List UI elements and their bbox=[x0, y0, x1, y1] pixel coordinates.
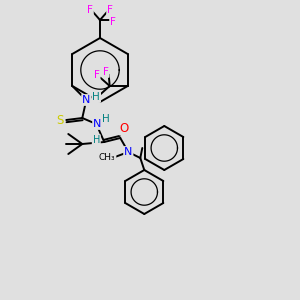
Text: F: F bbox=[87, 5, 93, 15]
Text: CH₃: CH₃ bbox=[99, 154, 116, 163]
Text: O: O bbox=[120, 122, 129, 134]
Text: H: H bbox=[102, 114, 110, 124]
Text: H: H bbox=[92, 92, 100, 102]
Text: F: F bbox=[103, 67, 109, 77]
Text: F: F bbox=[107, 5, 113, 15]
Text: N: N bbox=[93, 119, 101, 129]
Text: N: N bbox=[82, 95, 91, 105]
Text: F: F bbox=[94, 70, 100, 80]
Text: S: S bbox=[57, 113, 64, 127]
Text: F: F bbox=[110, 17, 116, 27]
Text: F: F bbox=[94, 92, 100, 102]
Text: N: N bbox=[124, 147, 133, 157]
Text: H: H bbox=[93, 135, 100, 145]
